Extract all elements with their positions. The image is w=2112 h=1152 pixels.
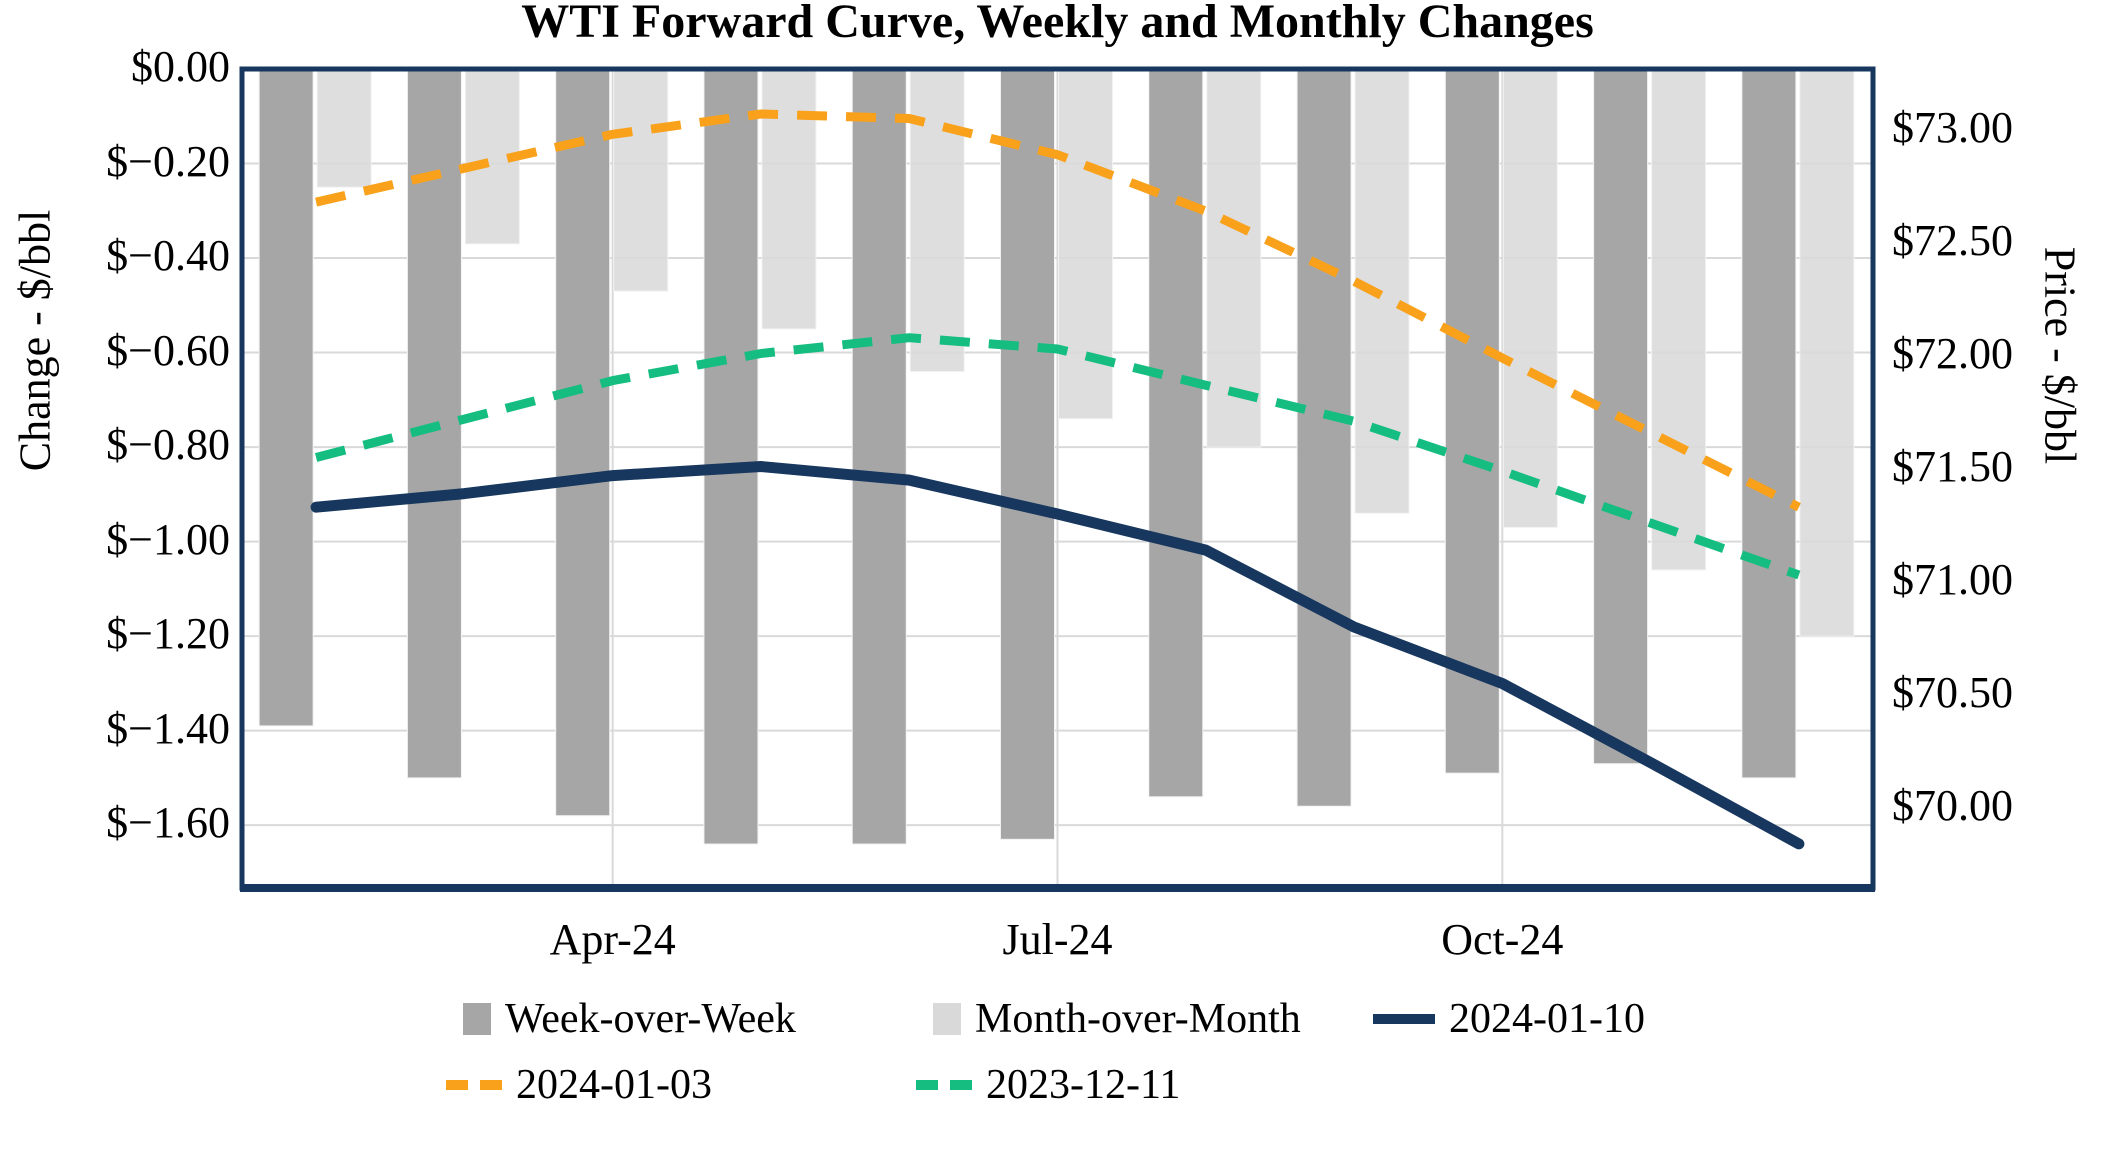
legend-swatch-square	[933, 1003, 961, 1035]
mom-bar	[761, 68, 817, 330]
left-axis-tick: $−1.40	[106, 703, 230, 753]
wow-bar	[1000, 68, 1055, 840]
wow-bar	[555, 68, 611, 817]
legend-label: 2024-01-03	[516, 1062, 712, 1108]
right-axis-tick: $73.00	[1892, 102, 2013, 152]
bar-series-group	[258, 68, 1855, 845]
legend-item-2024-01-10: 2024-01-10	[1373, 996, 1645, 1042]
mom-bar	[1651, 68, 1707, 571]
legend-swatch-dashes	[916, 1080, 972, 1090]
line-series-group	[310, 109, 1805, 850]
legend-label: Month-over-Month	[975, 996, 1301, 1042]
gridlines	[242, 69, 1873, 888]
wow-bar	[1741, 68, 1797, 779]
wow-bar	[703, 68, 759, 845]
left-axis-tick: $0.00	[131, 42, 230, 91]
legend-label: 2024-01-10	[1449, 996, 1645, 1042]
right-axis-tick: $70.50	[1892, 667, 2013, 717]
left-axis-tick: $−1.60	[106, 798, 230, 848]
wow-bar	[1296, 68, 1352, 807]
legend-swatch-line	[1373, 1014, 1435, 1024]
right-axis-tick: $70.00	[1892, 780, 2013, 830]
right-axis-tick: $72.50	[1892, 215, 2013, 265]
mom-bar	[613, 68, 669, 292]
right-axis-tick: $71.50	[1892, 441, 2013, 491]
legend-item-2024-01-03: 2024-01-03	[446, 1062, 712, 1108]
mom-bar	[909, 68, 965, 372]
left-axis-tick: $−0.80	[106, 420, 230, 470]
x-axis-tick: Jul-24	[1002, 915, 1113, 964]
legend-item-Month-over-Month: Month-over-Month	[933, 996, 1301, 1042]
left-axis-tick: $−1.20	[106, 609, 230, 659]
legend-label: 2023-12-11	[986, 1062, 1181, 1108]
series-line-2023-12-11	[314, 333, 1801, 580]
wow-bar	[851, 68, 907, 845]
right-axis-tick: $72.00	[1892, 328, 2013, 378]
mom-bar	[316, 68, 372, 188]
legend-item-2023-12-11: 2023-12-11	[916, 1062, 1181, 1108]
wow-bar	[1148, 68, 1204, 798]
left-axis-tick: $−0.40	[106, 231, 230, 281]
right-axis-tick: $71.00	[1892, 554, 2013, 604]
left-axis-tick: $−1.00	[106, 514, 230, 564]
x-axis-tick: Oct-24	[1441, 915, 1564, 964]
right-axis-title: Price - $/bbl	[2035, 246, 2085, 465]
left-axis-tick: $−0.60	[106, 325, 230, 375]
mom-bar	[1799, 68, 1855, 637]
x-axis-tick: Apr-24	[549, 915, 676, 964]
mom-bar	[1502, 68, 1558, 528]
mom-bar	[1058, 68, 1113, 420]
left-axis-title: Change - $/bbl	[10, 209, 60, 472]
wow-bar	[1444, 68, 1500, 774]
series-line-2024-01-03	[315, 109, 1801, 512]
legend-label: Week-over-Week	[505, 996, 796, 1042]
left-axis-tick: $−0.20	[106, 136, 230, 186]
wow-bar	[258, 68, 314, 727]
legend-swatch-dashes	[446, 1080, 502, 1090]
legend-item-Week-over-Week: Week-over-Week	[463, 996, 796, 1042]
series-line-2024-01-10	[310, 461, 1805, 850]
chart-title: WTI Forward Curve, Weekly and Monthly Ch…	[521, 0, 1594, 48]
legend-swatch-square	[463, 1003, 491, 1035]
